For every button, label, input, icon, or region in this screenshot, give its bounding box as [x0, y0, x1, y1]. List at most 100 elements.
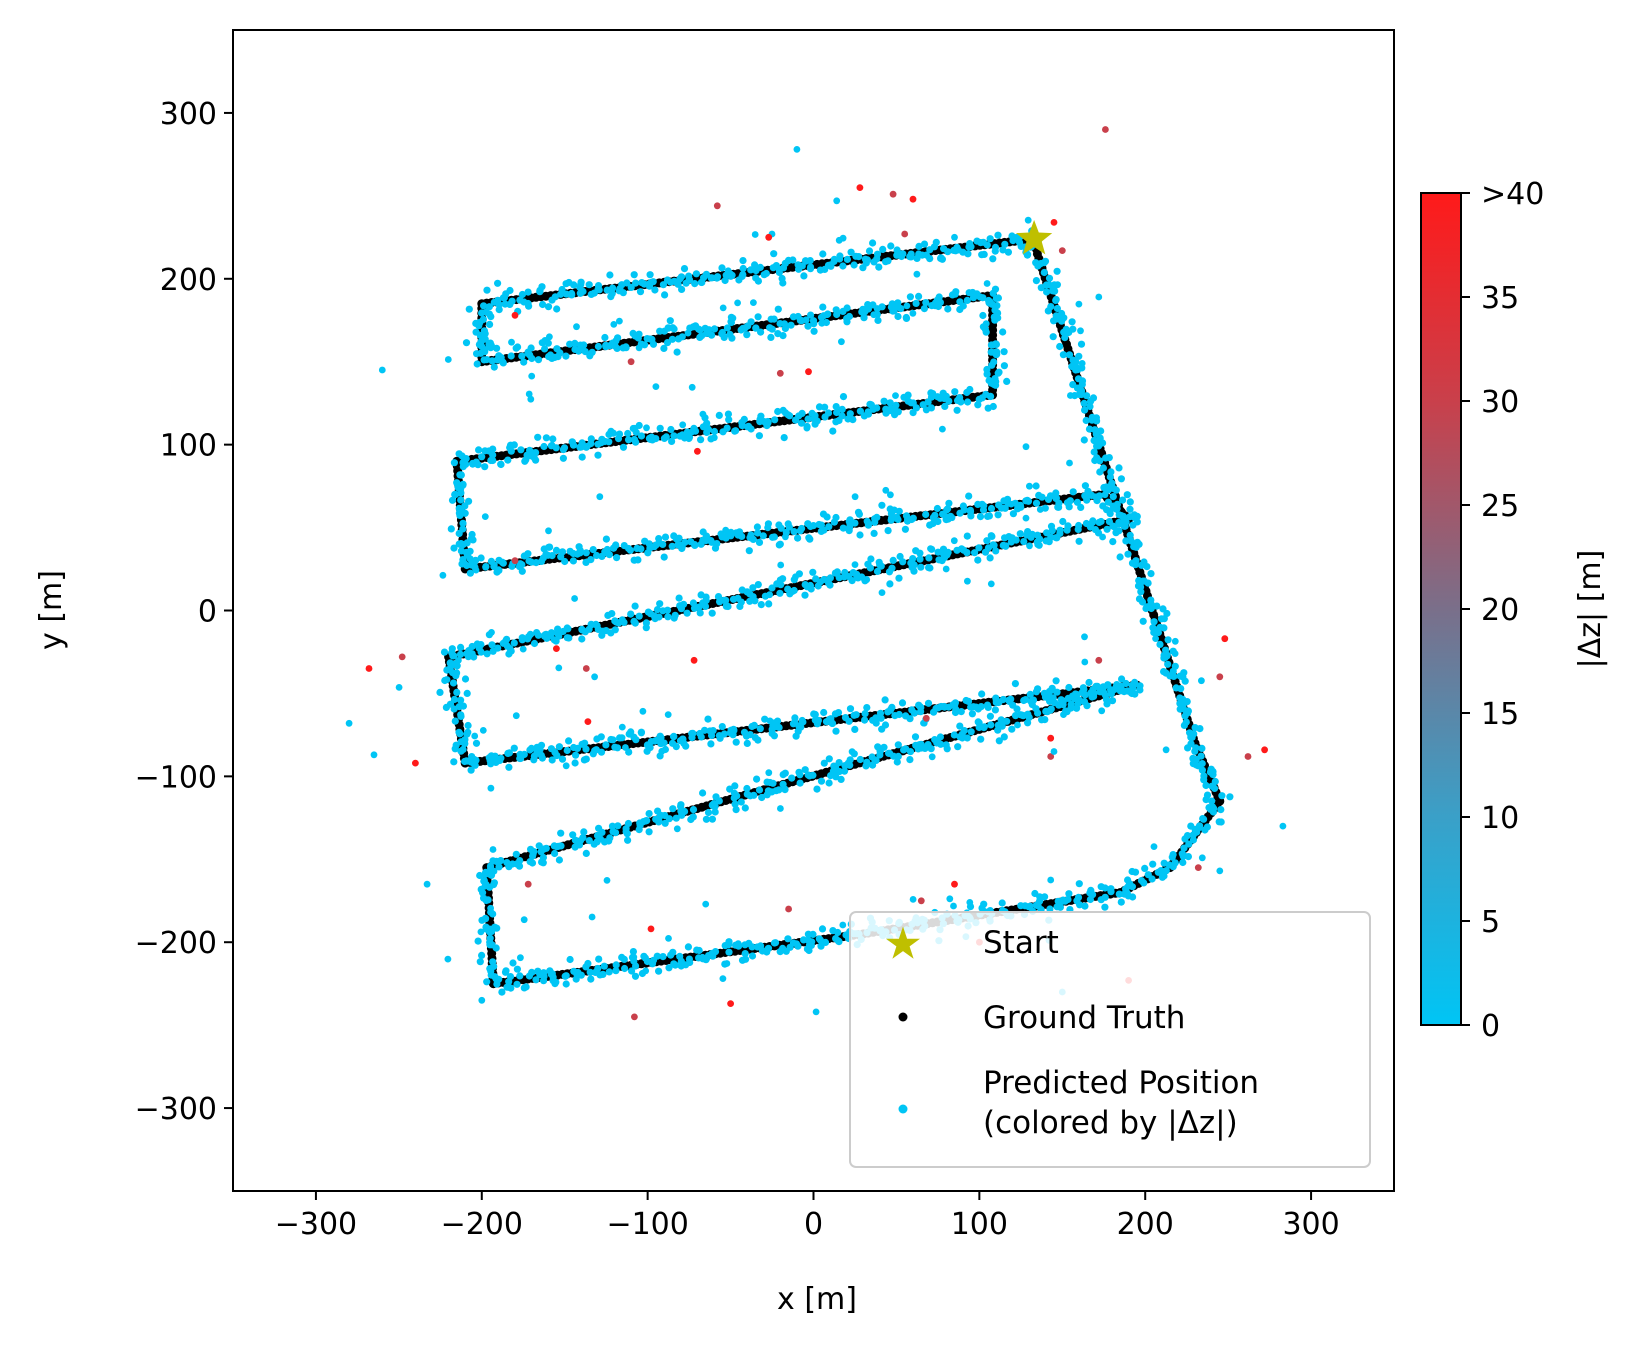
predicted-point [659, 953, 667, 961]
predicted-point [912, 299, 920, 307]
predicted-point [510, 744, 518, 752]
predicted-point [658, 747, 666, 755]
predicted-point [1069, 488, 1077, 496]
predicted-point [718, 264, 726, 272]
predicted-point [980, 900, 988, 908]
predicted-outlier-point [951, 233, 958, 241]
predicted-point [1016, 530, 1024, 538]
predicted-point [572, 751, 580, 759]
predicted-point [917, 708, 925, 716]
predicted-point [599, 970, 607, 979]
predicted-outlier-point [793, 146, 801, 153]
predicted-point [1189, 836, 1197, 844]
predicted-point [681, 538, 689, 546]
predicted-point [879, 245, 887, 253]
predicted-point [673, 825, 681, 833]
predicted-point [992, 340, 1001, 348]
predicted-point [992, 294, 1000, 303]
predicted-point [607, 293, 615, 301]
predicted-point [722, 602, 730, 610]
predicted-point [678, 285, 686, 293]
predicted-point [749, 535, 757, 544]
predicted-point [861, 577, 869, 585]
predicted-point [708, 331, 716, 339]
predicted-point [506, 973, 515, 981]
predicted-point [725, 948, 733, 956]
predicted-outlier-point [553, 645, 560, 652]
predicted-point [939, 425, 946, 433]
predicted-point [869, 239, 877, 247]
predicted-point [922, 299, 930, 307]
predicted-point [619, 289, 627, 297]
predicted-point [525, 633, 533, 641]
predicted-point [503, 859, 511, 867]
y-tick-label: 0 [198, 595, 217, 630]
predicted-point [764, 520, 773, 528]
predicted-point [1066, 497, 1074, 505]
predicted-point [825, 523, 833, 531]
predicted-point [1001, 534, 1009, 542]
predicted-point [527, 344, 535, 352]
predicted-point [610, 544, 618, 552]
predicted-point [552, 546, 561, 555]
predicted-point [661, 291, 669, 299]
predicted-point [753, 775, 761, 783]
predicted-point [832, 418, 840, 426]
predicted-point [1069, 381, 1077, 389]
predicted-point [804, 930, 813, 938]
predicted-point [1065, 351, 1074, 359]
predicted-point [1133, 518, 1141, 526]
predicted-point [656, 424, 664, 432]
predicted-point [1045, 274, 1054, 282]
predicted-point [718, 723, 726, 731]
predicted-point [977, 239, 985, 247]
predicted-point [991, 285, 1000, 293]
predicted-point [915, 292, 923, 300]
predicted-point [838, 338, 845, 346]
predicted-point [769, 779, 777, 787]
predicted-point [487, 784, 495, 792]
predicted-point [846, 524, 854, 532]
predicted-point [513, 980, 521, 988]
predicted-point [771, 416, 779, 424]
predicted-point [677, 802, 685, 811]
predicted-point [507, 352, 515, 360]
predicted-point [881, 696, 889, 704]
predicted-point [1171, 662, 1179, 670]
predicted-point [450, 695, 459, 704]
predicted-point [670, 960, 678, 968]
predicted-point [943, 745, 951, 753]
predicted-point [817, 777, 826, 785]
predicted-point [518, 290, 527, 299]
predicted-outlier-point [1216, 867, 1224, 875]
predicted-point [887, 705, 895, 713]
predicted-point [493, 344, 501, 352]
predicted-point [787, 321, 795, 329]
predicted-point [878, 303, 886, 311]
predicted-point [663, 339, 672, 347]
predicted-point [1072, 366, 1080, 374]
predicted-point [1201, 826, 1209, 834]
predicted-point [536, 288, 544, 296]
predicted-point [450, 652, 458, 660]
predicted-point [1047, 876, 1055, 884]
predicted-point [612, 337, 620, 345]
predicted-point [1157, 615, 1166, 623]
predicted-point [482, 308, 490, 316]
predicted-point [636, 821, 644, 830]
predicted-point [475, 446, 483, 454]
predicted-point [474, 461, 482, 469]
predicted-point [621, 964, 629, 973]
predicted-point [578, 626, 586, 634]
predicted-point [810, 710, 818, 718]
predicted-point [693, 946, 701, 954]
predicted-point [1179, 858, 1187, 867]
predicted-point [983, 537, 991, 545]
predicted-point [786, 590, 794, 598]
predicted-point [534, 433, 542, 441]
predicted-point [825, 755, 833, 763]
predicted-point [925, 564, 933, 572]
predicted-point [977, 703, 985, 711]
predicted-point [835, 236, 843, 244]
predicted-point [487, 904, 494, 912]
